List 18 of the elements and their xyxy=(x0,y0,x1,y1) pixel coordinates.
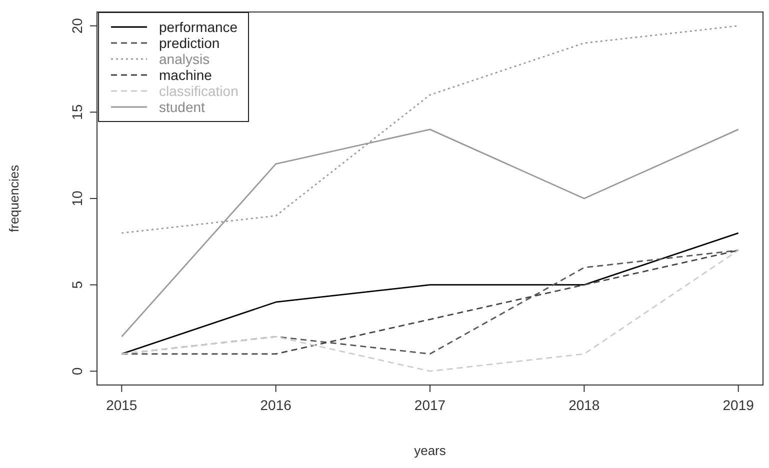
x-tick-label: 2016 xyxy=(260,396,292,413)
legend-label: performance xyxy=(159,19,238,35)
y-tick-label: 15 xyxy=(69,104,85,120)
x-tick-label: 2019 xyxy=(722,396,754,413)
x-tick-label: 2018 xyxy=(568,396,600,413)
legend-label: machine xyxy=(159,67,212,83)
y-axis-title: frequencies xyxy=(6,164,22,232)
legend-label: classification xyxy=(159,83,238,99)
legend-label: student xyxy=(159,99,205,115)
legend-label: analysis xyxy=(159,51,210,67)
legend-label: prediction xyxy=(159,35,220,51)
x-axis-title: years xyxy=(414,443,446,458)
y-tick-label: 0 xyxy=(69,367,85,376)
x-tick-label: 2015 xyxy=(106,396,138,413)
y-tick-label: 10 xyxy=(69,190,85,206)
y-tick-label: 20 xyxy=(69,18,85,34)
x-tick-label: 2017 xyxy=(414,396,446,413)
y-tick-label: 5 xyxy=(69,280,85,289)
